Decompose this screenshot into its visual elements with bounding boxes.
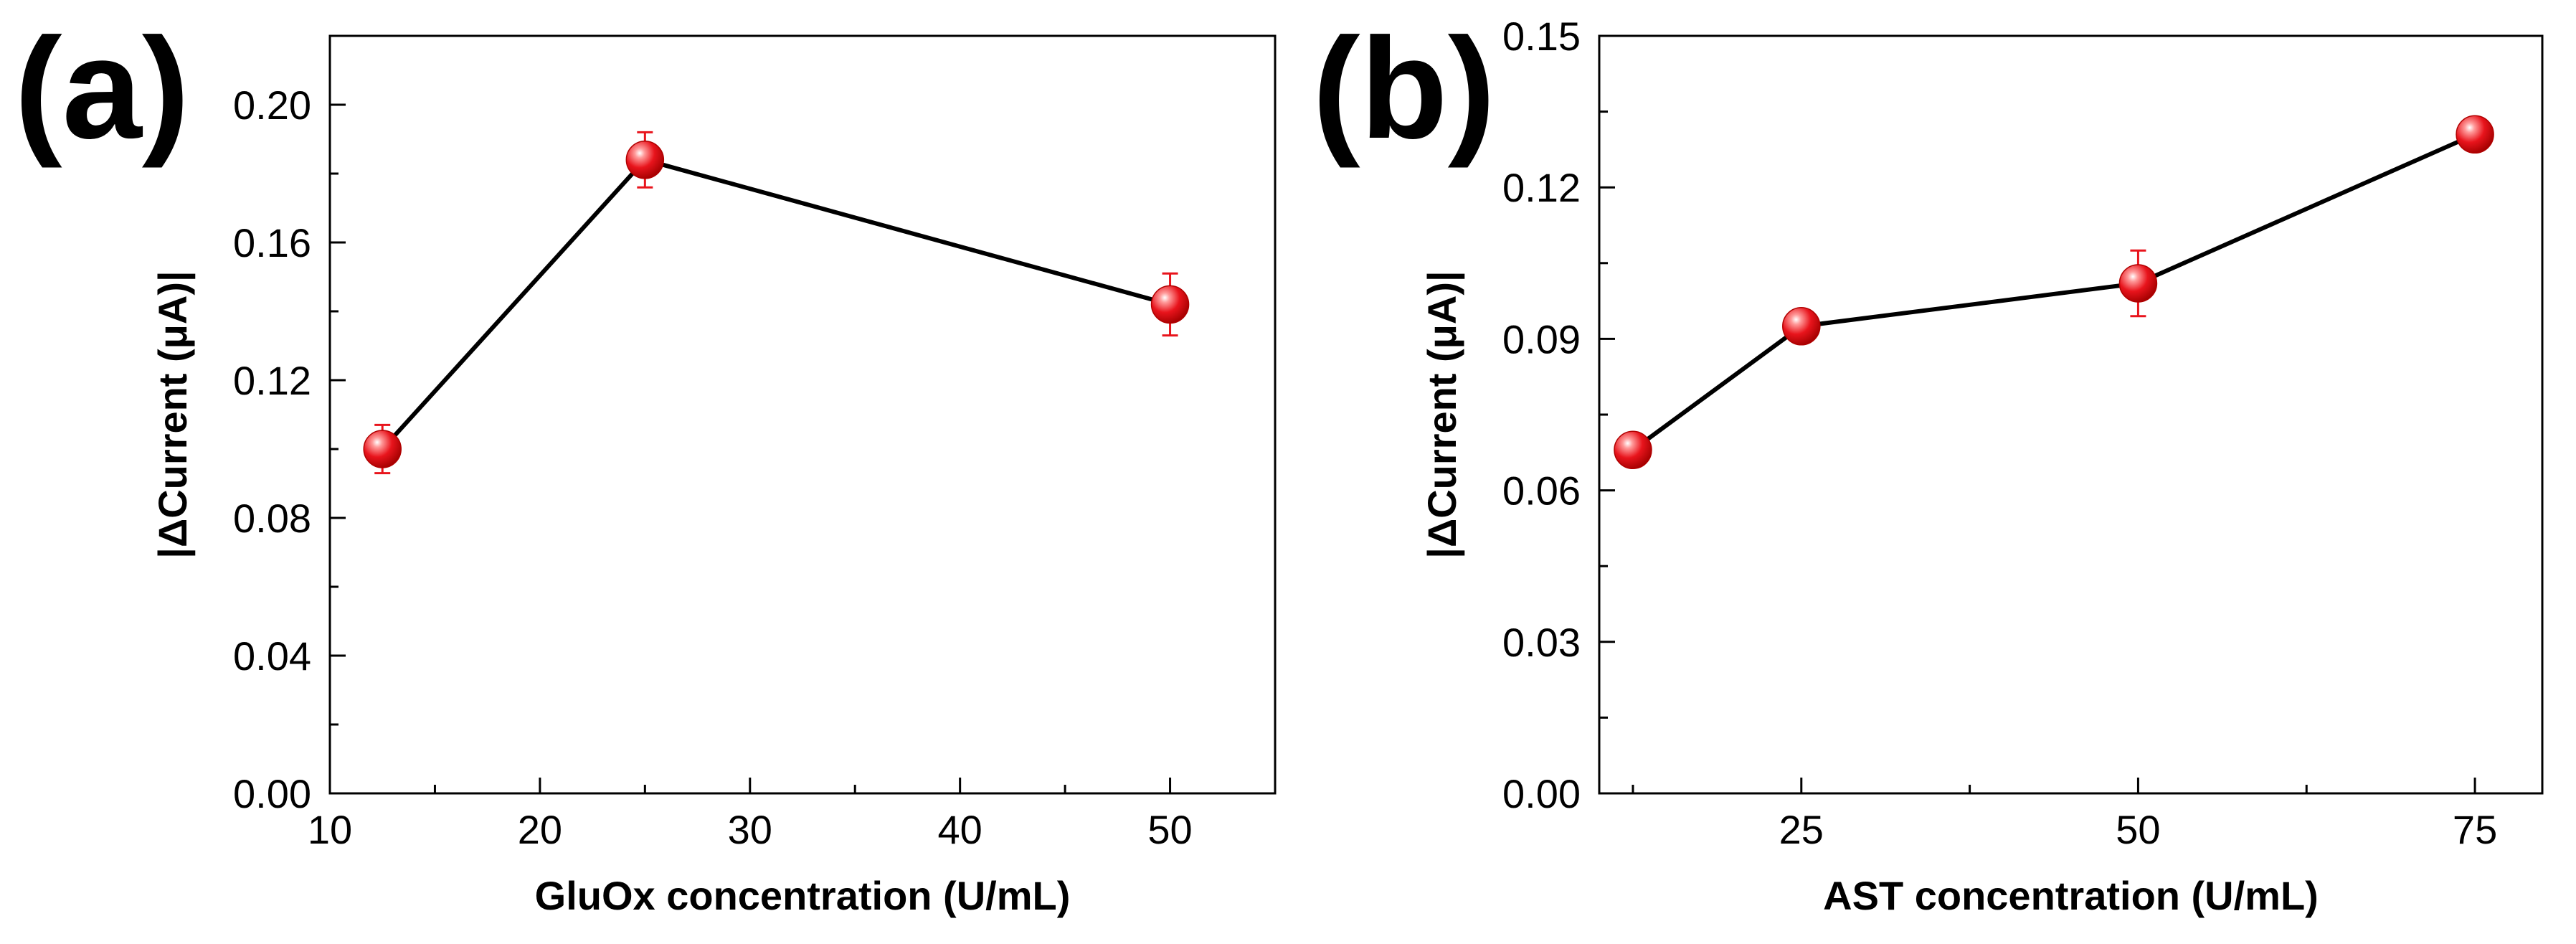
x-tick-label: 10 [308,807,352,852]
plot-frame [1598,34,2544,795]
data-point [2456,115,2494,154]
chart-panel-a: (a) 10 20 30 40 50 0.00 0.04 0.08 0.12 0.16 0.20 Glu… [14,9,1277,918]
series-line [1632,132,2476,452]
panel-label: (b) [1312,9,1495,169]
x-axis-title: GluOx concentration (U/mL) [535,873,1071,918]
y-tick-label: 0.06 [1502,468,1581,514]
data-point [363,430,402,468]
x-tick-label: 30 [728,807,772,852]
x-tick-label: 75 [2453,807,2497,852]
y-tick-label: 0.04 [233,633,311,679]
y-tick-label: 0.03 [1502,620,1581,665]
data-point [1150,285,1190,324]
y-tick-label: 0.12 [1502,165,1581,210]
data-point [625,141,665,179]
data-point [2118,264,2158,303]
x-tick-label: 25 [1779,807,1824,852]
data-point [1614,430,1652,470]
y-tick-label: 0.08 [233,496,311,541]
plot-frame [328,34,1277,795]
panel-label: (a) [14,9,189,169]
y-tick-label: 0.09 [1502,316,1581,362]
x-tick-label: 50 [2116,807,2160,852]
chart-panel-b: (b) 25 50 75 0.00 0.03 0.06 0.09 0.12 0.15 AST con… [1312,9,2544,918]
y-tick-label: 0.16 [233,220,311,265]
series-line [381,157,1171,451]
y-axis-title: |ΔCurrent (μA)| [150,270,196,558]
y-tick-label: 0.15 [1502,14,1581,59]
x-tick-label: 40 [938,807,982,852]
y-tick-label: 0.20 [233,82,311,128]
data-point [1782,307,1821,346]
y-axis-title: |ΔCurrent (μA)| [1419,270,1465,558]
x-axis-title: AST concentration (U/mL) [1823,873,2319,918]
x-tick-label: 20 [518,807,562,852]
y-tick-label: 0.00 [1502,771,1581,816]
y-tick-label: 0.12 [233,358,311,403]
x-tick-label: 50 [1147,807,1192,852]
y-tick-label: 0.00 [233,771,311,816]
